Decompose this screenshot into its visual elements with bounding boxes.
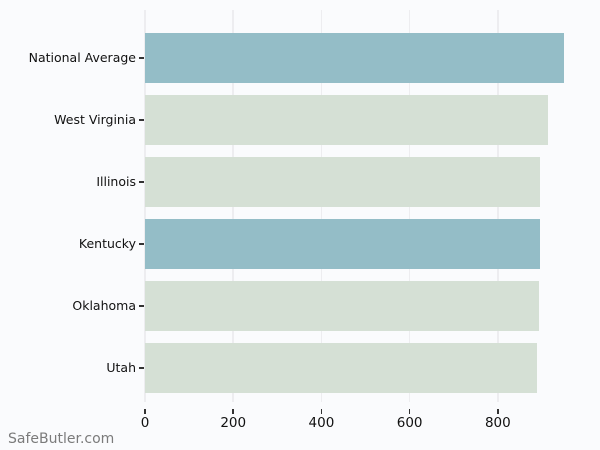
ytick-mark-west-virginia (139, 119, 144, 121)
bar-national-average (145, 33, 565, 83)
category-label-oklahoma: Oklahoma (72, 298, 136, 313)
category-label-kentucky: Kentucky (78, 236, 136, 251)
xtick-mark-400 (320, 409, 323, 414)
xtick-mark-600 (408, 409, 411, 414)
xtick-label-400: 400 (308, 415, 335, 431)
xtick-label-800: 800 (484, 415, 511, 431)
xtick-mark-800 (497, 409, 499, 414)
ytick-mark-illinois (139, 181, 144, 183)
xtick-label-600: 600 (396, 415, 423, 431)
category-label-illinois: Illinois (96, 174, 136, 189)
xtick-mark-0 (144, 409, 146, 414)
bar-oklahoma (145, 281, 539, 331)
ytick-mark-national-average (139, 57, 144, 59)
bar-utah (145, 343, 538, 393)
category-label-west-virginia: West Virginia (54, 112, 136, 127)
ytick-mark-utah (139, 367, 144, 369)
category-label-utah: Utah (106, 360, 136, 375)
ytick-mark-kentucky (139, 243, 144, 245)
category-label-national-average: National Average (28, 50, 136, 65)
xtick-mark-200 (232, 409, 234, 414)
bar-illinois (145, 157, 541, 207)
xtick-label-200: 200 (220, 415, 247, 431)
safebutler-watermark: SafeButler.com (8, 431, 115, 447)
bar-west-virginia (145, 95, 548, 145)
bar-kentucky (145, 219, 540, 269)
xtick-label-0: 0 (140, 415, 150, 431)
ytick-mark-oklahoma (139, 305, 144, 307)
